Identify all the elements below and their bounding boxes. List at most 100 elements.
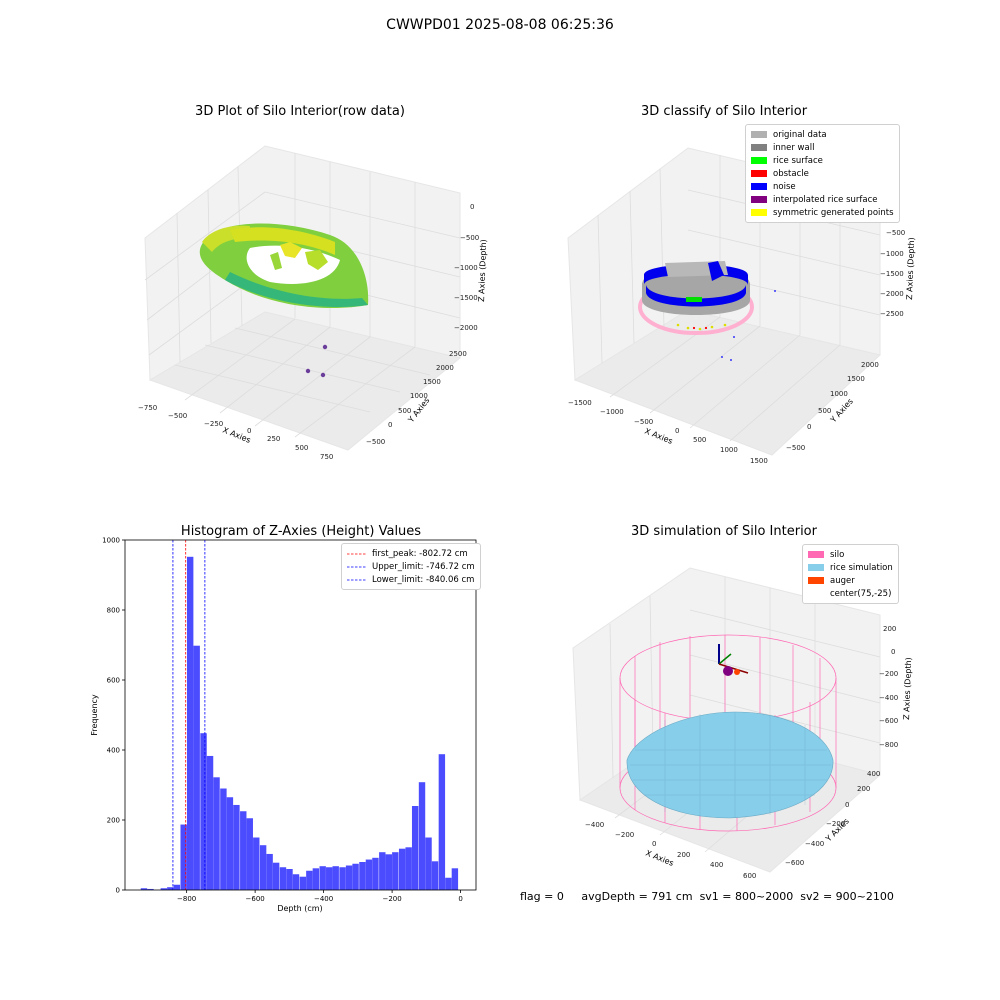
panel4-ytick: −400 bbox=[805, 840, 824, 848]
histogram-bar bbox=[425, 837, 432, 890]
histogram-ylabel: Frequency bbox=[90, 694, 99, 736]
legend-label: inner wall bbox=[773, 142, 815, 153]
legend-swatch bbox=[751, 157, 767, 164]
histogram-legend: first_peak: -802.72 cm Upper_limit: -746… bbox=[341, 543, 481, 590]
panel4-ticks: −400 −200 0 200 400 600 −600 −400 −200 0… bbox=[585, 625, 898, 880]
histogram-bar bbox=[392, 852, 399, 890]
panel4-ztick: −400 bbox=[879, 694, 898, 702]
legend-swatch bbox=[751, 196, 767, 203]
panel2-ztick: −500 bbox=[886, 229, 905, 237]
sv1-text: sv1 = 800~2000 bbox=[699, 890, 794, 903]
panel1-ytick: 500 bbox=[398, 407, 411, 415]
panel2-ztick: −2500 bbox=[880, 310, 904, 318]
legend-swatch bbox=[751, 131, 767, 138]
legend-swatch bbox=[751, 209, 767, 216]
legend-swatch bbox=[751, 170, 767, 177]
legend-item: symmetric generated points bbox=[751, 206, 894, 219]
legend-swatch bbox=[751, 183, 767, 190]
legend-item: rice surface bbox=[751, 154, 894, 167]
panel1-ztick: −500 bbox=[460, 234, 479, 242]
panel4-title: 3D simulation of Silo Interior bbox=[631, 524, 817, 539]
histogram-x-ticks: −800 −600 −400 −200 0 bbox=[177, 890, 463, 903]
legend-label: original data bbox=[773, 129, 827, 140]
panel2-ytick: 1500 bbox=[847, 375, 865, 383]
panel4-xtick: 400 bbox=[710, 861, 723, 869]
panel2-ylabel: Y Axies bbox=[828, 397, 855, 425]
histogram-bar bbox=[160, 888, 168, 890]
auger-marker bbox=[718, 644, 749, 676]
panel2-ticks: −1500 −1000 −500 0 500 1000 1500 −500 0 … bbox=[568, 207, 905, 465]
histogram-bar bbox=[359, 862, 366, 890]
histogram-bar bbox=[411, 806, 419, 890]
histogram-bar bbox=[233, 804, 240, 890]
histogram-bar bbox=[292, 874, 300, 890]
panel2-legend: original data inner wall rice surface ob… bbox=[745, 124, 900, 223]
panel1-ytick: 0 bbox=[388, 421, 392, 429]
panel4-xtick: −200 bbox=[615, 831, 634, 839]
panel2-ytick: 2000 bbox=[861, 361, 879, 369]
panel4-xtick: −400 bbox=[585, 821, 604, 829]
panel2-title: 3D classify of Silo Interior bbox=[640, 104, 808, 119]
legend-label: Lower_limit: -840.06 cm bbox=[372, 574, 475, 585]
legend-item: Lower_limit: -840.06 cm bbox=[347, 573, 475, 586]
legend-item: noise bbox=[751, 180, 894, 193]
histogram-bar bbox=[438, 754, 446, 890]
panel2-xlabel: X Axies bbox=[643, 427, 674, 446]
panel2-xtick: 0 bbox=[675, 427, 679, 435]
histogram-x-tick-label: −200 bbox=[382, 895, 401, 903]
histogram-reference-lines bbox=[172, 540, 206, 890]
panel1-title: 3D Plot of Silo Interior(row data) bbox=[195, 104, 405, 119]
legend-label: rice surface bbox=[773, 155, 823, 166]
panel1-xtick: 750 bbox=[320, 453, 333, 461]
panel2-point-cloud bbox=[638, 261, 776, 361]
panel4-xtick: 200 bbox=[677, 851, 690, 859]
histogram-bar bbox=[365, 859, 373, 890]
panel4-ytick: 0 bbox=[845, 801, 849, 809]
legend-label: symmetric generated points bbox=[773, 207, 894, 218]
histogram-y-tick-label: 800 bbox=[107, 607, 120, 615]
legend-label: interpolated rice surface bbox=[773, 194, 878, 205]
histogram-y-tick-label: 0 bbox=[116, 887, 120, 895]
panel2-ytick: −500 bbox=[786, 444, 805, 452]
legend-line-blue bbox=[347, 566, 367, 567]
panel4-xlabel: X Axies bbox=[644, 849, 675, 868]
histogram-bar bbox=[246, 818, 253, 890]
panel2-xtick: 1000 bbox=[720, 446, 738, 454]
histogram-bar bbox=[372, 857, 379, 890]
histogram-bar bbox=[220, 788, 227, 890]
panel1-gridlines bbox=[144, 153, 461, 438]
panel4-ytick: 200 bbox=[857, 785, 870, 793]
legend-label: rice simulation bbox=[830, 562, 893, 573]
panel2-ztick: −1000 bbox=[880, 250, 904, 258]
panel1-xtick: −500 bbox=[168, 412, 187, 420]
histogram-bar bbox=[193, 645, 200, 890]
panel4-xtick: 0 bbox=[652, 840, 656, 848]
legend-label: first_peak: -802.72 cm bbox=[372, 548, 468, 559]
figure-title: CWWPD01 2025-08-08 06:25:36 bbox=[386, 17, 614, 33]
legend-swatch bbox=[808, 590, 824, 597]
histogram-bar bbox=[345, 865, 353, 890]
histogram-xlabel: Depth (cm) bbox=[277, 904, 322, 913]
legend-item: inner wall bbox=[751, 141, 894, 154]
panel2-xtick: 500 bbox=[693, 436, 706, 444]
panel2-xtick: −500 bbox=[634, 418, 653, 426]
panel4-xtick: 600 bbox=[743, 872, 756, 880]
histogram-x-tick-label: −600 bbox=[246, 895, 265, 903]
histogram-bar bbox=[200, 733, 207, 890]
sv2-text: sv2 = 900~2100 bbox=[800, 890, 894, 903]
panel1-ztick: −1000 bbox=[454, 264, 478, 272]
panel1-ztick: −2000 bbox=[454, 324, 478, 332]
panel1-ytick: −500 bbox=[366, 438, 385, 446]
legend-item: interpolated rice surface bbox=[751, 193, 894, 206]
panel4-3d-plot: −400 −200 0 200 400 600 −600 −400 −200 0… bbox=[572, 567, 913, 880]
histogram-bar bbox=[431, 861, 439, 890]
panel2-ytick: 1000 bbox=[830, 390, 848, 398]
legend-item: silo bbox=[808, 548, 893, 561]
panel1-ytick: 1000 bbox=[410, 392, 428, 400]
panel2-xtick: −1500 bbox=[568, 399, 592, 407]
histogram-bar bbox=[379, 852, 386, 890]
panel2-ztick: −2000 bbox=[880, 290, 904, 298]
histogram-bar bbox=[266, 853, 273, 890]
panel1-point-cloud bbox=[199, 223, 369, 378]
histogram-bar bbox=[352, 863, 359, 890]
